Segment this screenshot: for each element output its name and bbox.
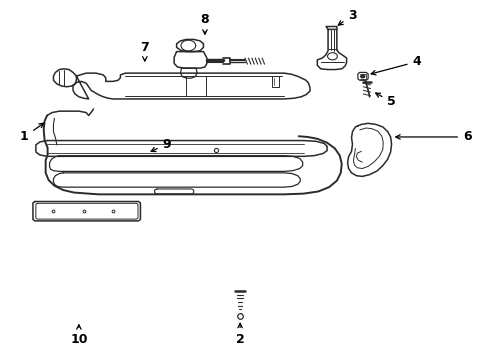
Text: 10: 10 (70, 325, 88, 346)
Text: 3: 3 (338, 9, 357, 25)
Circle shape (361, 75, 365, 78)
Text: 1: 1 (20, 123, 44, 144)
Text: 4: 4 (371, 55, 421, 75)
Text: 7: 7 (141, 41, 149, 61)
Text: 6: 6 (396, 130, 472, 144)
Text: 2: 2 (236, 323, 245, 346)
Text: 5: 5 (376, 93, 396, 108)
Text: 9: 9 (151, 138, 171, 152)
Text: 8: 8 (200, 13, 209, 34)
